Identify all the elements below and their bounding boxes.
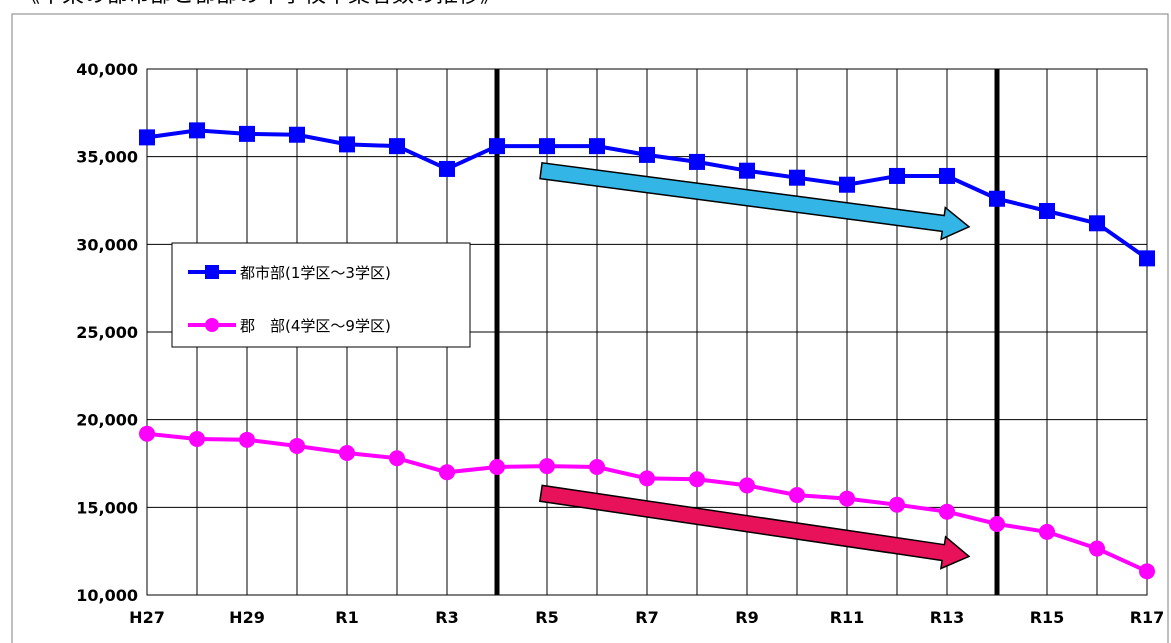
data-point-rural [289,437,305,454]
x-tick-label: R5 [535,608,558,627]
data-point-rural [939,503,955,520]
data-point-urban [489,138,505,155]
x-tick-label: R11 [830,608,865,627]
data-point-rural [1039,523,1055,540]
data-point-urban [839,176,855,193]
data-point-rural [889,496,905,513]
data-point-rural [239,431,255,448]
data-point-rural [589,459,605,476]
data-point-urban [139,129,155,146]
x-tick-label: R7 [635,608,658,627]
data-point-rural [539,458,555,475]
data-point-urban [989,190,1005,207]
legend-label-rural: 郡 部(4学区～9学区) [240,317,391,335]
y-tick-label: 30,000 [76,235,138,254]
data-point-urban [1039,203,1055,220]
data-point-rural [389,450,405,467]
data-point-rural [739,477,755,494]
data-point-urban [939,167,955,184]
data-point-rural [989,515,1005,532]
data-point-urban [1139,250,1155,267]
y-tick-label: 20,000 [76,411,138,430]
data-point-urban [339,136,355,153]
vertical-markers [494,69,1000,595]
x-tick-label: R3 [435,608,458,627]
data-point-rural [489,459,505,476]
data-point-rural [1089,540,1105,557]
y-tick-label: 15,000 [76,498,138,517]
data-point-urban [889,167,905,184]
data-point-rural [139,425,155,442]
data-point-urban [1089,215,1105,232]
rural-trend-arrow [538,484,971,570]
legend-marker-rural [205,318,219,332]
y-tick-label: 25,000 [76,323,138,342]
series [139,122,1155,580]
data-point-urban [289,126,305,143]
y-tick-label: 35,000 [76,148,138,167]
data-point-urban [539,138,555,155]
legend: 都市部(1学区～3学区) 郡 部(4学区～9学区) [171,242,471,348]
trend-arrows [538,161,971,570]
data-point-urban [189,122,205,139]
data-point-rural [689,471,705,488]
x-tick-label: H27 [129,608,165,627]
data-point-urban [389,138,405,155]
data-point-rural [639,470,655,487]
legend-label-urban: 都市部(1学区～3学区) [240,264,391,282]
data-point-urban [439,160,455,177]
y-tick-label: 10,000 [76,586,138,605]
legend-box [171,242,471,348]
x-tick-label: R15 [1030,608,1065,627]
x-tick-label: H29 [229,608,265,627]
urban-trend-arrow [539,161,971,241]
data-point-urban [739,162,755,179]
data-point-rural [839,490,855,507]
x-tick-label: R17 [1130,608,1165,627]
data-point-urban [589,138,605,155]
data-point-urban [789,169,805,186]
x-tick-label: R1 [335,608,358,627]
data-point-rural [189,430,205,447]
data-point-rural [789,487,805,504]
data-point-urban [239,125,255,142]
legend-marker-urban [205,265,219,279]
page-title: 《中東の都市部と郡部の中学校卒業者数の推移》 [18,0,502,8]
data-point-rural [1139,563,1155,580]
data-point-rural [439,464,455,481]
x-tick-label: R13 [930,608,965,627]
data-point-urban [689,153,705,170]
data-point-rural [339,444,355,461]
data-point-urban [639,146,655,163]
x-tick-label: R9 [735,608,758,627]
axis-labels: 10,000 15,000 20,000 25,000 30,000 35,000 40,0… [76,60,1164,627]
y-tick-label: 40,000 [76,60,138,79]
